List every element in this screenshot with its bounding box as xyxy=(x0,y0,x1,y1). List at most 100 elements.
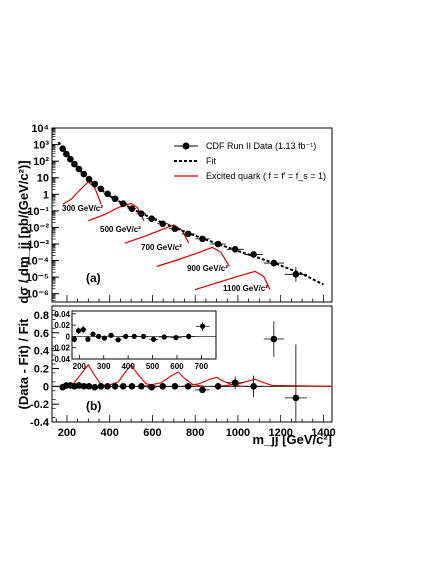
data-point xyxy=(199,235,206,243)
panel-a-x-axis xyxy=(66,295,324,302)
inset-point xyxy=(71,336,78,342)
signal-label-500: 500 GeV/c² xyxy=(100,225,141,234)
x-axis-title: m_jj [GeV/c²] xyxy=(253,432,332,447)
data-point xyxy=(231,246,239,253)
residual-point xyxy=(85,383,93,390)
data-point xyxy=(250,251,257,258)
data-point xyxy=(91,180,99,188)
inset-point xyxy=(186,333,192,340)
signal-label-700: 700 GeV/c² xyxy=(141,243,182,252)
panel-b-x-axis: 200 400 600 800 1000 1200 1400 xyxy=(55,415,336,439)
data-point xyxy=(270,259,278,267)
inset-point xyxy=(85,336,91,342)
y-tick-label: 0.8 xyxy=(34,310,49,322)
panel-b-y-axis: -0.4 -0.2 0 0.2 0.4 0.6 0.8 xyxy=(30,310,59,429)
signal-curve xyxy=(195,270,271,291)
inset-x-tick-label: 200 xyxy=(73,362,87,371)
legend-fit-label: Fit xyxy=(206,156,216,166)
inset-point xyxy=(161,334,167,340)
x-tick-label: 1200 xyxy=(268,427,292,439)
signal-label-1100: 1100 GeV/c² xyxy=(223,284,268,293)
inset-point xyxy=(96,333,102,340)
inset-point xyxy=(131,333,137,340)
residual-point xyxy=(119,383,127,390)
x-tick-label: 1400 xyxy=(311,427,335,439)
x-tick-label: 200 xyxy=(58,427,76,439)
data-point xyxy=(292,271,300,278)
legend-signal-label: Excited quark ( f = f' = f_s = 1) xyxy=(206,171,326,181)
panel-a-label: (a) xyxy=(86,271,101,285)
inset-point xyxy=(173,334,179,341)
data-point xyxy=(80,170,88,178)
panel-a-data-points xyxy=(59,145,307,282)
inset-y-tick-label: -0.02 xyxy=(52,344,71,353)
data-point xyxy=(67,155,74,163)
x-tick-label: 400 xyxy=(101,427,119,439)
data-point xyxy=(138,210,145,217)
panel-a-frame xyxy=(51,127,333,303)
data-point xyxy=(59,145,66,153)
y-tick-label: 10⁻¹ xyxy=(27,206,49,218)
inset-point xyxy=(199,323,206,329)
y-tick-label: 10 xyxy=(37,173,49,185)
y-tick-label: 10⁻⁴ xyxy=(26,256,49,268)
inset-point xyxy=(90,331,96,337)
y-tick-label: 10² xyxy=(33,156,49,168)
data-point xyxy=(71,160,78,168)
data-point xyxy=(214,240,222,248)
inset-x-tick-label: 400 xyxy=(121,362,135,371)
y-tick-label: 10⁻⁶ xyxy=(26,289,49,301)
inset-y-tick-label: 0.02 xyxy=(54,321,70,330)
data-point xyxy=(148,215,155,222)
y-axis-title-a: dσ / dm_jj [pb/(GeV/c²)] xyxy=(16,160,31,303)
legend: CDF Run II Data (1.13 fb⁻¹) Fit Excited … xyxy=(174,141,326,181)
signal-curve xyxy=(105,363,157,387)
y-tick-label: 10⁻⁵ xyxy=(26,272,49,284)
y-tick-label: 0.4 xyxy=(34,346,50,358)
inset-point xyxy=(80,327,86,333)
y-tick-label: 10⁴ xyxy=(31,123,49,135)
data-point xyxy=(111,195,119,203)
inset-point xyxy=(101,335,108,341)
inset-point xyxy=(140,333,147,340)
legend-data-marker xyxy=(182,142,190,150)
y-tick-label: 0 xyxy=(43,381,49,393)
signal-label-300: 300 GeV/c² xyxy=(62,204,103,213)
data-point xyxy=(104,190,111,198)
inset-data-points xyxy=(71,321,210,343)
inset-x-tick-label: 300 xyxy=(97,362,111,371)
y-tick-label: -0.4 xyxy=(30,417,50,429)
data-point xyxy=(159,220,167,228)
inset-x-tick-label: 600 xyxy=(170,362,184,371)
panel-b-data-points xyxy=(59,321,307,422)
inset-point xyxy=(123,333,129,340)
y-tick-label: 1 xyxy=(43,189,49,201)
panel-b-label: (b) xyxy=(86,399,101,413)
residual-point xyxy=(138,383,145,390)
residual-point xyxy=(231,379,239,387)
residual-point xyxy=(148,383,155,391)
residual-point xyxy=(292,394,300,402)
data-point xyxy=(128,205,136,213)
panel-a-y-axis: 10⁴ 10³ 10² 10 1 10⁻¹ 10⁻² 10⁻³ 10⁻⁴ 10⁻⁵ 10⁻⁶ xyxy=(26,123,59,301)
residual-point xyxy=(80,383,88,390)
residual-point xyxy=(128,383,136,390)
residual-point xyxy=(184,383,192,390)
residual-point xyxy=(91,383,99,391)
y-tick-label: 0.6 xyxy=(34,328,49,340)
residual-point xyxy=(75,382,83,389)
inset-point xyxy=(75,328,82,334)
y-tick-label: 10⁻² xyxy=(27,222,49,234)
data-point xyxy=(75,165,83,173)
y-tick-label: 0.2 xyxy=(34,363,49,375)
inset-x-tick-label: 500 xyxy=(146,362,160,371)
legend-data-label: CDF Run II Data (1.13 fb⁻¹) xyxy=(206,141,316,151)
inset-point xyxy=(115,337,121,343)
residual-point xyxy=(97,383,105,390)
x-tick-label: 1000 xyxy=(226,427,250,439)
inset-y-tick-label: -0.04 xyxy=(52,355,71,364)
y-tick-label: -0.2 xyxy=(30,399,49,411)
y-tick-label: 10³ xyxy=(33,140,49,152)
residual-point xyxy=(250,383,257,390)
